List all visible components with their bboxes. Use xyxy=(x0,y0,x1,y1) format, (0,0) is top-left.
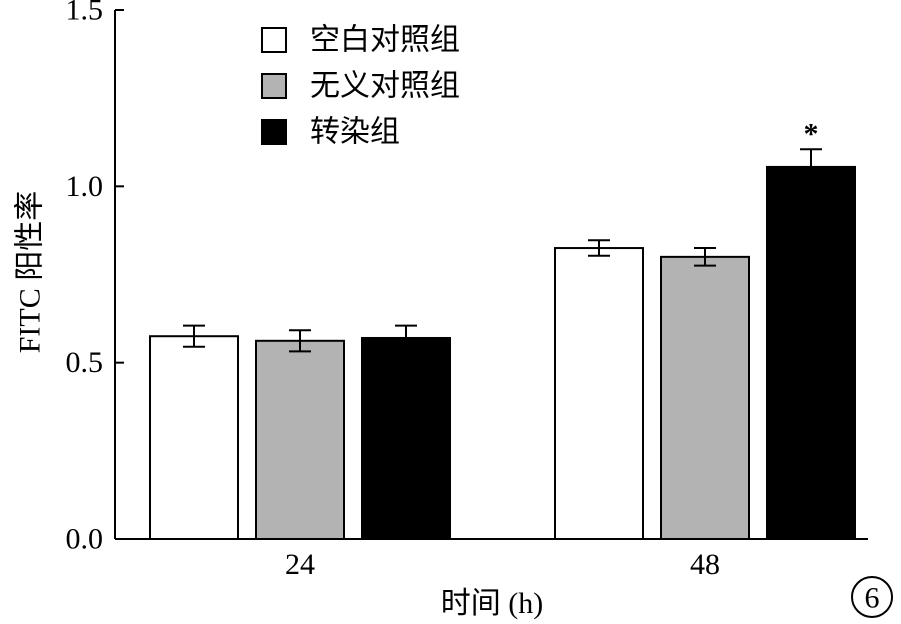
legend-label: 无义对照组 xyxy=(310,70,460,103)
x-tick-label: 24 xyxy=(285,548,315,581)
x-tick-label: 48 xyxy=(690,548,720,581)
x-axis-title: 时间 (h) xyxy=(441,587,543,620)
legend-label: 空白对照组 xyxy=(310,24,460,57)
bar xyxy=(255,339,345,540)
legend-label: 转染组 xyxy=(310,116,400,149)
y-tick-label: 0.0 xyxy=(66,523,104,556)
legend-swatch xyxy=(261,119,287,145)
y-tick-label: 1.5 xyxy=(66,0,104,27)
bar xyxy=(149,335,239,541)
legend-swatch xyxy=(261,27,287,53)
annotations: * xyxy=(804,117,819,150)
y-tick-label: 0.5 xyxy=(66,346,104,379)
panel-number-badge: 6 xyxy=(851,576,893,618)
bar xyxy=(660,255,750,540)
bars xyxy=(149,148,856,541)
legend-swatch xyxy=(261,73,287,99)
y-tick-label: 1.0 xyxy=(66,170,104,203)
y-ticks: 0.0 0.5 1.0 1.5 xyxy=(66,0,124,556)
bar xyxy=(766,165,856,540)
significance-asterisk: * xyxy=(804,117,819,150)
y-axis-title: FITC 阳性率 xyxy=(14,191,47,354)
panel-number-circle xyxy=(851,576,893,618)
bar xyxy=(554,247,644,541)
x-ticks: 24 48 xyxy=(285,548,720,581)
panel-number: 6 xyxy=(865,582,880,615)
bar xyxy=(361,336,451,541)
plot-area: 0.0 0.5 1.0 1.5 24 48 * xyxy=(66,0,868,581)
